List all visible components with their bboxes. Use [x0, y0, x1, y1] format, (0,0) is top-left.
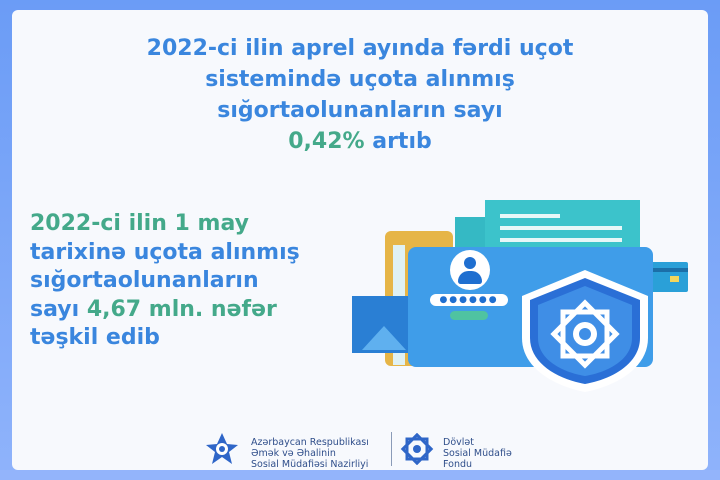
- detail-prefix: sayı: [30, 296, 80, 322]
- user-avatar-icon: [450, 250, 490, 290]
- fund-name-line: Fondu: [443, 459, 473, 470]
- detail-line: tarixinə uçota alınmış: [30, 239, 300, 265]
- headline: 2022-ci ilin aprel ayında fərdi uçot sis…: [0, 33, 720, 157]
- ministry-name-line: Əmək və Əhalinin: [251, 448, 336, 459]
- fund-name: Dövlət Sosial Müdafiə Fondu: [443, 437, 512, 470]
- detail-line: təşkil edib: [30, 325, 160, 350]
- fund-name-line: Sosial Müdafiə: [443, 448, 512, 459]
- ministry-name-line: Sosial Müdafiəsi Nazirliyi: [251, 459, 369, 470]
- login-button-graphic: [450, 311, 488, 320]
- shield-icon: [522, 270, 648, 392]
- ministry-name-line: Azərbaycan Respublikası: [251, 437, 369, 448]
- headline-suffix: artıb: [372, 129, 432, 154]
- headline-line: sistemində uçota alınmış: [205, 67, 515, 92]
- ministry-logo-icon: [206, 433, 238, 464]
- count-value: 4,67 mln. nəfər: [86, 296, 277, 322]
- percent-value: 0,42%: [288, 129, 365, 154]
- bottom-strip: [0, 470, 720, 480]
- ministry-name: Azərbaycan Respublikası Əmək və Əhalinin…: [251, 437, 369, 470]
- fund-logo-icon: [400, 433, 434, 465]
- fund-name-line: Dövlət: [443, 437, 474, 448]
- footer-divider: [391, 432, 392, 466]
- detail-date: 2022-ci ilin 1 may: [30, 211, 249, 236]
- detail-line: sayı 4,67 mln. nəfər: [30, 296, 300, 325]
- detail-line: sığortaolunanların: [30, 268, 259, 293]
- password-field: ●●●●●●: [430, 294, 508, 306]
- headline-line: sığortaolunanların sayı: [217, 98, 503, 123]
- detail-text: 2022-ci ilin 1 may tarixinə uçota alınmı…: [30, 210, 300, 353]
- headline-line: 2022-ci ilin aprel ayında fərdi uçot: [146, 36, 574, 61]
- headline-line: 0,42% artıb: [0, 126, 720, 157]
